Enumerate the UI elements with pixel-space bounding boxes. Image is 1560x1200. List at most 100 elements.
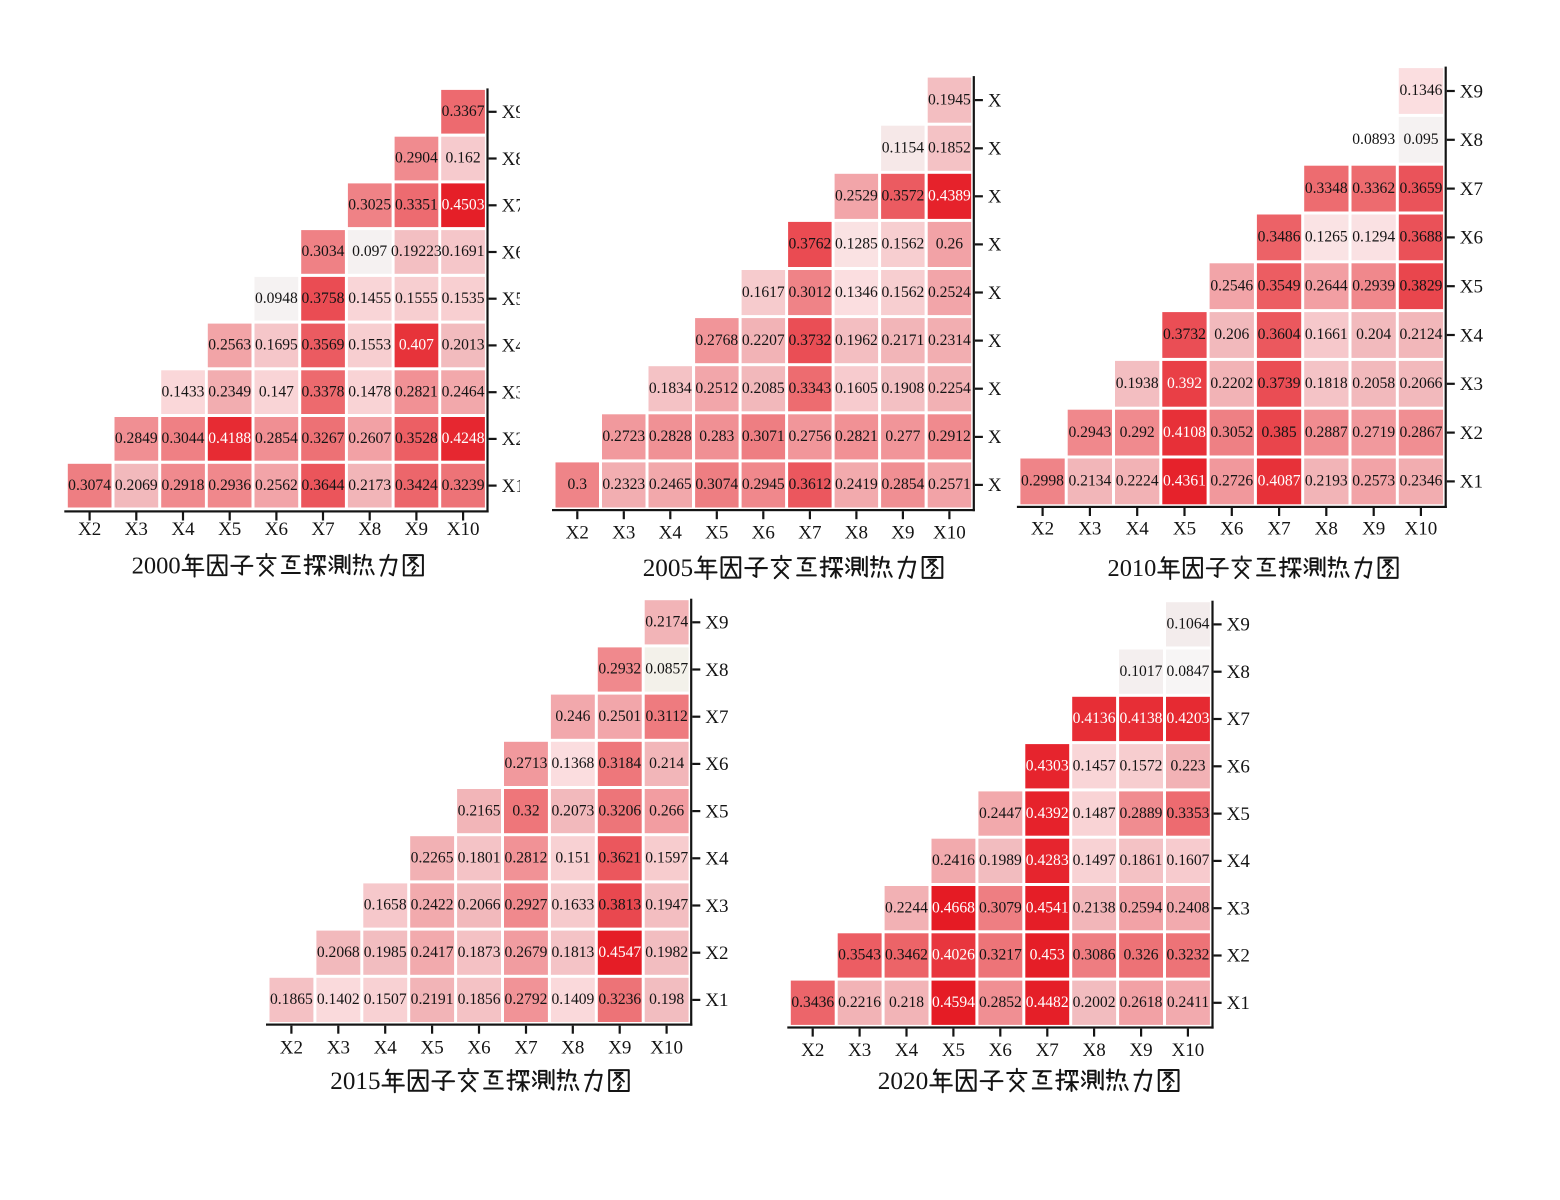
svg-text:X9: X9 [405, 519, 428, 540]
svg-text:X1: X1 [1460, 472, 1483, 493]
svg-text:X8: X8 [1315, 519, 1338, 540]
svg-text:0.3034: 0.3034 [302, 243, 345, 260]
svg-text:0.2265: 0.2265 [411, 850, 454, 867]
svg-text:0.2224: 0.2224 [1116, 473, 1159, 490]
svg-text:0.1507: 0.1507 [364, 991, 407, 1008]
svg-text:0.1064: 0.1064 [1167, 616, 1210, 633]
svg-text:0.2066: 0.2066 [458, 897, 501, 914]
svg-text:0.3012: 0.3012 [788, 284, 831, 301]
svg-text:0.2501: 0.2501 [598, 708, 641, 725]
svg-text:0.2679: 0.2679 [505, 944, 548, 961]
svg-text:0.407: 0.407 [399, 337, 434, 354]
svg-text:0.2191: 0.2191 [411, 991, 454, 1008]
svg-text:0.1852: 0.1852 [928, 140, 971, 157]
svg-text:X3: X3 [848, 1040, 871, 1061]
svg-text:0.3239: 0.3239 [442, 477, 485, 494]
svg-text:X4: X4 [502, 336, 526, 357]
svg-text:X1: X1 [988, 475, 1011, 496]
svg-text:0.3074: 0.3074 [68, 477, 111, 494]
svg-text:0.19223: 0.19223 [391, 243, 442, 260]
svg-text:0.4136: 0.4136 [1073, 710, 1116, 727]
svg-text:X10: X10 [1172, 1040, 1205, 1061]
svg-text:0.4594: 0.4594 [932, 994, 975, 1011]
svg-text:X3: X3 [612, 522, 635, 543]
svg-text:X3: X3 [502, 382, 525, 403]
svg-text:0.3343: 0.3343 [788, 380, 831, 397]
svg-text:0.3436: 0.3436 [791, 994, 834, 1011]
svg-text:0.3367: 0.3367 [442, 103, 485, 120]
svg-text:0.2422: 0.2422 [411, 897, 454, 914]
svg-text:0.3184: 0.3184 [598, 755, 641, 772]
svg-text:0.097: 0.097 [352, 243, 387, 260]
svg-text:0.3052: 0.3052 [1210, 424, 1253, 441]
svg-text:X7: X7 [311, 519, 334, 540]
svg-text:0.1535: 0.1535 [442, 290, 485, 307]
svg-text:0.4547: 0.4547 [598, 944, 641, 961]
svg-text:0.4482: 0.4482 [1026, 994, 1069, 1011]
svg-text:0.2867: 0.2867 [1400, 424, 1443, 441]
svg-text:0.3206: 0.3206 [598, 802, 641, 819]
svg-text:0.2723: 0.2723 [602, 428, 645, 445]
svg-text:2020: 2020 [878, 1067, 929, 1095]
svg-text:0.2417: 0.2417 [411, 944, 454, 961]
svg-text:0.3079: 0.3079 [979, 899, 1022, 916]
svg-text:0.1834: 0.1834 [649, 380, 692, 397]
svg-text:X5: X5 [1460, 277, 1483, 298]
svg-text:0.3267: 0.3267 [302, 430, 345, 447]
svg-text:0.2713: 0.2713 [505, 755, 548, 772]
svg-text:X10: X10 [933, 522, 966, 543]
svg-text:0.2207: 0.2207 [742, 332, 785, 349]
svg-text:0.095: 0.095 [1403, 131, 1438, 148]
svg-text:X5: X5 [942, 1040, 965, 1061]
svg-text:0.1633: 0.1633 [551, 897, 594, 914]
svg-text:0.2854: 0.2854 [881, 476, 924, 493]
svg-text:0.2812: 0.2812 [505, 850, 548, 867]
svg-text:0.1154: 0.1154 [882, 140, 925, 157]
svg-text:2005: 2005 [643, 555, 693, 582]
svg-text:0.2998: 0.2998 [1021, 473, 1064, 490]
svg-text:0.4188: 0.4188 [208, 430, 251, 447]
svg-text:0.3739: 0.3739 [1258, 375, 1301, 392]
svg-text:0.3074: 0.3074 [695, 476, 738, 493]
svg-text:0.3732: 0.3732 [788, 332, 831, 349]
svg-text:0.392: 0.392 [1167, 375, 1202, 392]
svg-text:0.2058: 0.2058 [1352, 375, 1395, 392]
svg-text:0.3025: 0.3025 [348, 197, 391, 214]
svg-text:X4: X4 [895, 1040, 919, 1061]
svg-text:0.2768: 0.2768 [695, 332, 738, 349]
svg-text:X9: X9 [1362, 519, 1385, 540]
svg-text:0.1455: 0.1455 [348, 290, 391, 307]
svg-text:X5: X5 [705, 801, 728, 822]
svg-text:0.2165: 0.2165 [458, 802, 501, 819]
svg-text:0.2134: 0.2134 [1068, 473, 1111, 490]
svg-text:0.2618: 0.2618 [1120, 994, 1163, 1011]
svg-text:0.326: 0.326 [1123, 947, 1158, 964]
svg-text:0.3362: 0.3362 [1352, 180, 1395, 197]
svg-text:X4: X4 [705, 849, 729, 870]
svg-text:0.2719: 0.2719 [1352, 424, 1395, 441]
svg-text:0.2943: 0.2943 [1068, 424, 1111, 441]
svg-text:X8: X8 [561, 1037, 584, 1058]
svg-text:X9: X9 [502, 102, 525, 123]
svg-text:0.4503: 0.4503 [442, 197, 485, 214]
svg-text:X7: X7 [1036, 1040, 1059, 1061]
svg-text:0.162: 0.162 [446, 150, 481, 167]
svg-text:0.3351: 0.3351 [395, 197, 438, 214]
svg-text:X8: X8 [1082, 1040, 1105, 1061]
svg-text:0.1856: 0.1856 [458, 991, 501, 1008]
svg-text:X3: X3 [1460, 374, 1483, 395]
svg-text:X6: X6 [705, 754, 728, 775]
svg-text:X4: X4 [374, 1037, 398, 1058]
svg-text:0.2939: 0.2939 [1352, 277, 1395, 294]
svg-text:2015: 2015 [330, 1068, 380, 1095]
svg-text:0.1285: 0.1285 [835, 236, 878, 253]
svg-text:0.2726: 0.2726 [1210, 473, 1253, 490]
svg-text:0.4087: 0.4087 [1258, 473, 1301, 490]
svg-text:0.2562: 0.2562 [255, 477, 298, 494]
svg-text:X8: X8 [358, 519, 381, 540]
svg-text:0.2854: 0.2854 [255, 430, 298, 447]
svg-text:0.1962: 0.1962 [835, 332, 878, 349]
svg-text:0.1691: 0.1691 [442, 243, 485, 260]
svg-text:X1: X1 [705, 990, 728, 1011]
svg-text:X6: X6 [1220, 519, 1243, 540]
